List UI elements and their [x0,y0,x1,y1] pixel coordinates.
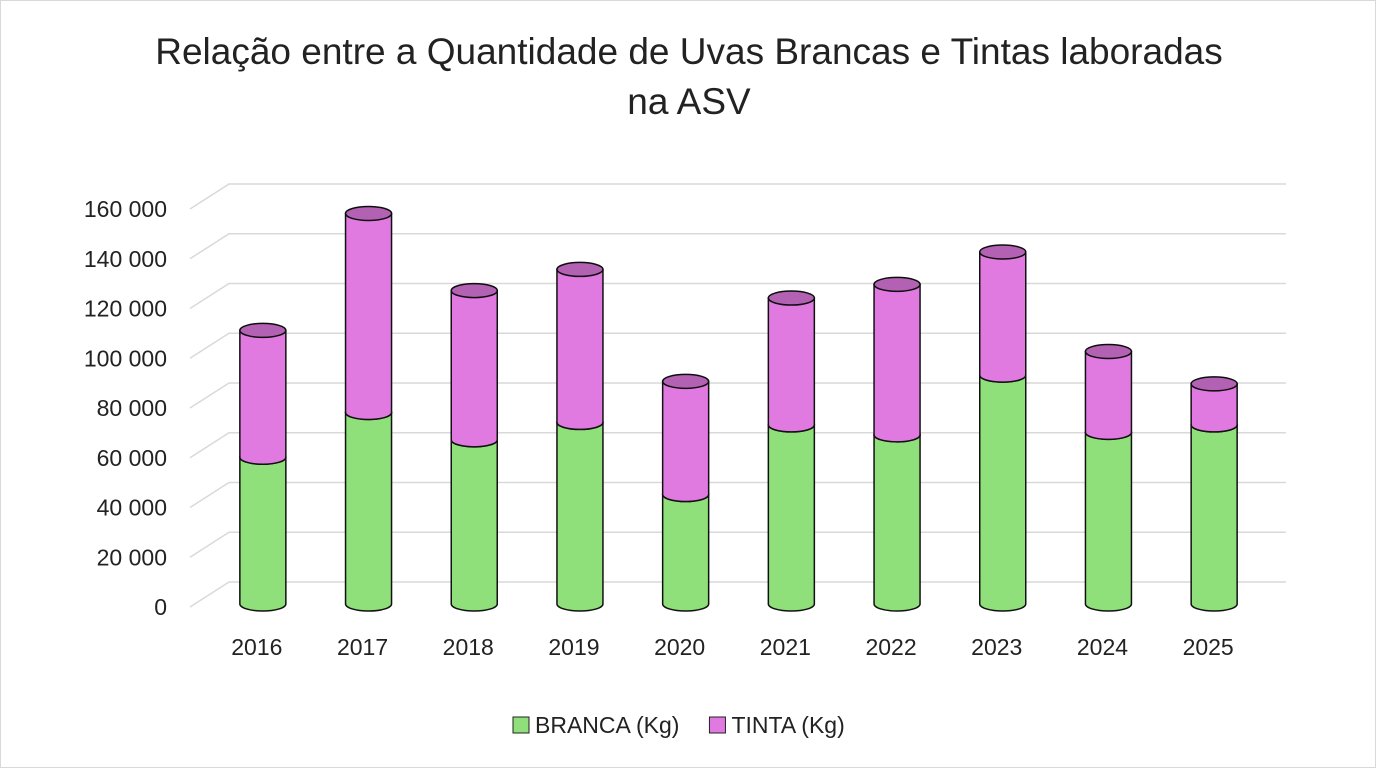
x-tick-label: 2023 [971,634,1022,660]
cylinder-top [1084,343,1133,360]
x-tick-label: 2016 [231,634,282,660]
cylinder-top [556,261,604,278]
cylinder-top [344,205,393,222]
cylinder-segment [767,297,816,433]
y-tick-label: 40 000 [97,495,167,521]
y-tick-label: 160 000 [84,196,167,222]
cylinder-segment [1190,383,1238,433]
legend-swatch [708,716,726,734]
cylinder-top [767,290,816,306]
grid-line [189,382,1286,409]
cylinder-segment [239,329,287,465]
cylinder-segment [661,493,710,612]
x-tick-label: 2022 [865,634,916,660]
x-tick-label: 2019 [548,634,599,660]
cylinder-segment [450,289,498,448]
cylinder-segment [1084,350,1133,441]
y-tick-label: 60 000 [97,445,167,471]
grid-line [189,183,1286,210]
cylinder-segment [979,251,1027,383]
y-tick-label: 100 000 [84,345,167,371]
x-tick-label: 2018 [443,634,494,660]
y-tick-label: 140 000 [84,246,167,272]
y-tick-label: 20 000 [97,544,167,570]
grid-line [189,481,1286,509]
cylinder-segment [873,283,921,443]
grid-line [189,581,1286,608]
x-tick-label: 2020 [654,634,705,660]
legend-swatch [512,716,530,734]
cylinder-segment [1084,431,1133,612]
legend-label: BRANCA (Kg) [535,712,679,738]
x-tick-label: 2025 [1183,634,1234,660]
grid-line [189,432,1286,459]
cylinder-top [979,244,1027,260]
cylinder-top [873,276,921,293]
cylinder-segment [873,434,921,612]
cylinder-segment [556,268,604,431]
y-tick-label: 80 000 [97,395,167,421]
y-tick-label: 120 000 [84,296,167,322]
cylinder-segment [344,212,393,421]
grid-line [189,531,1286,558]
grid-line [189,332,1286,359]
cylinder-segment [450,439,498,612]
cylinder-top [661,373,710,390]
cylinder-top [450,282,498,299]
grid-line [189,282,1286,310]
cylinder-segment [344,411,393,612]
cylinder-top [239,322,287,339]
y-tick-label: 0 [154,594,167,620]
cylinder-segment [1190,424,1238,612]
x-tick-label: 2021 [760,634,811,660]
cylinder-top [1190,376,1238,392]
chart-title: Relação entre a Quantidade de Uvas Branc… [155,31,1223,122]
cylinder-segment [556,421,604,612]
x-tick-label: 2017 [337,634,388,660]
x-tick-label: 2024 [1077,634,1128,660]
grid-line [189,233,1286,260]
legend-label: TINTA (Kg) [731,712,844,738]
cylinder-segment [661,380,710,503]
cylinder-segment [239,456,287,612]
cylinder-segment [767,424,816,612]
cylinder-segment [979,374,1027,612]
